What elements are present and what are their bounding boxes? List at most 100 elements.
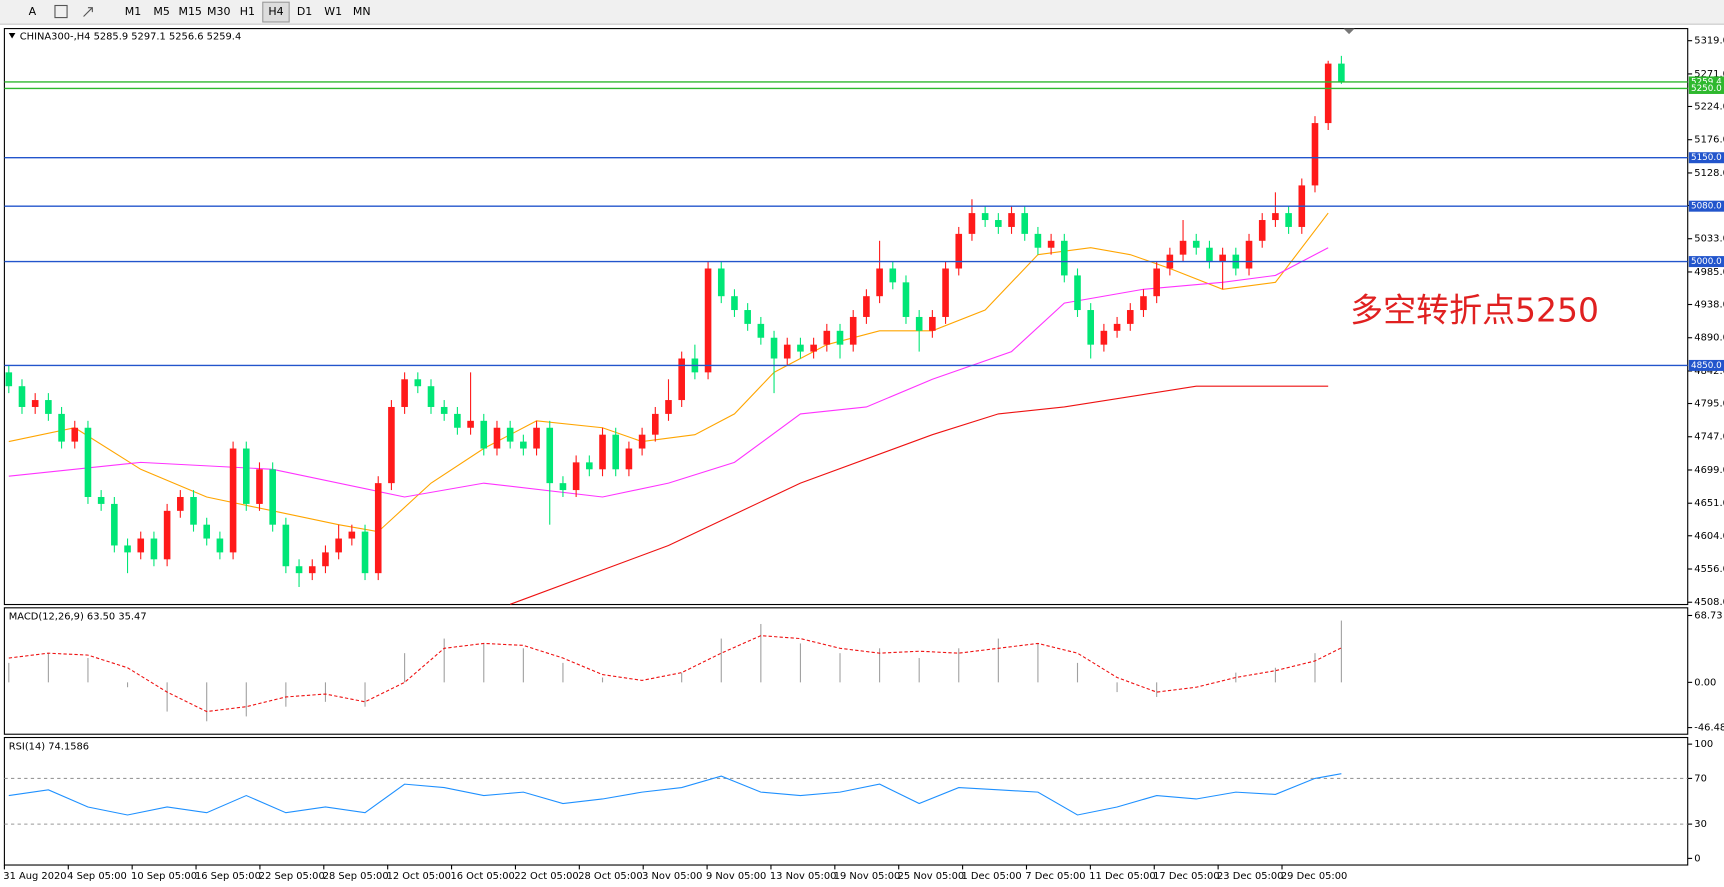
candle-body: [1206, 247, 1213, 262]
level-label: 5250.0: [1691, 84, 1722, 94]
candle-body: [876, 268, 883, 297]
level-tag: [1688, 82, 1724, 94]
candle-body: [84, 427, 92, 497]
x-tick-label: 22 Sep 05:00: [259, 871, 325, 882]
timeframe-button[interactable]: W1: [324, 5, 342, 18]
level-label: 5000.0: [1691, 257, 1722, 267]
candle-body: [374, 483, 382, 574]
candle-body: [836, 330, 844, 345]
y-tick-label: 4842.0: [1694, 366, 1724, 377]
y-tick-label: -46.48: [1694, 723, 1724, 734]
timeframe-button[interactable]: H4: [268, 5, 283, 18]
y-tick-label: 4699.0: [1694, 465, 1724, 476]
candle-body: [335, 538, 342, 553]
candle-body: [1179, 240, 1187, 255]
timeframe-button[interactable]: M5: [153, 5, 169, 18]
candle-body: [731, 296, 738, 311]
y-tick-label: 30: [1694, 819, 1707, 830]
y-tick-label: 5128.0: [1694, 168, 1724, 179]
candle-body: [929, 316, 936, 331]
x-tick-label: 12 Oct 05:00: [387, 871, 451, 882]
candle-body: [981, 213, 989, 221]
candle-body: [757, 323, 765, 338]
level-label: 5080.0: [1691, 202, 1722, 212]
candle-body: [1192, 240, 1200, 248]
timeframe-button[interactable]: MN: [353, 5, 371, 18]
y-tick-label: 5271.0: [1694, 69, 1724, 80]
timeframe-button[interactable]: M1: [125, 5, 141, 18]
x-tick-label: 25 Nov 05:00: [898, 871, 965, 882]
dropdown-icon[interactable]: [8, 32, 16, 39]
x-tick-label: 13 Nov 05:00: [770, 871, 837, 882]
candle-body: [295, 566, 303, 574]
candle-body: [572, 462, 580, 491]
candle-body: [1047, 240, 1055, 248]
candle-body: [559, 483, 567, 491]
candle-body: [968, 213, 976, 234]
timeframe-button[interactable]: H1: [240, 5, 255, 18]
candle-body: [1258, 220, 1266, 241]
candle-body: [1324, 63, 1332, 124]
text-tool[interactable]: A: [29, 5, 37, 18]
y-tick-label: 4747.0: [1694, 432, 1724, 443]
candle-body: [625, 448, 633, 470]
candle-body: [282, 524, 290, 567]
candle-body: [111, 503, 118, 546]
candle-body: [256, 469, 263, 504]
rsi-pane: [3, 736, 1689, 866]
y-tick-label: 5033.0: [1694, 234, 1724, 245]
candle-body: [995, 220, 1002, 227]
candle-body: [863, 296, 870, 317]
candle-body: [704, 268, 712, 373]
y-tick-label: 4604.0: [1694, 531, 1724, 542]
candle-body: [520, 441, 527, 449]
candle-body: [1311, 123, 1319, 186]
candle-body: [163, 510, 171, 560]
candle-body: [783, 344, 791, 359]
candle-body: [467, 420, 474, 428]
textbox-tool[interactable]: [54, 4, 68, 19]
candle-body: [31, 400, 39, 407]
y-tick-label: 5176.0: [1694, 135, 1724, 146]
candle-body: [1074, 275, 1081, 311]
main-pane: [3, 28, 1689, 606]
y-tick-label: 68.73: [1694, 610, 1722, 621]
timeframe-button[interactable]: M30: [207, 5, 230, 18]
x-tick-label: 11 Dec 05:00: [1089, 871, 1155, 882]
timeframe-button[interactable]: M15: [178, 5, 201, 18]
candle-body: [269, 469, 276, 525]
candle-body: [137, 538, 145, 553]
y-tick-label: 5224.0: [1694, 101, 1724, 112]
y-tick-label: 100: [1694, 739, 1713, 750]
level-label: 4850.0: [1691, 361, 1722, 371]
x-tick-label: 7 Dec 05:00: [1025, 871, 1085, 882]
candle-body: [414, 379, 422, 387]
candle-body: [651, 413, 659, 435]
y-tick-label: 4985.0: [1694, 267, 1724, 278]
candle-body: [229, 448, 237, 553]
candle-body: [902, 282, 910, 317]
level-tag: [1688, 256, 1724, 268]
macd-label: MACD(12,26,9) 63.50 35.47: [9, 612, 147, 623]
y-tick-label: 4795.0: [1694, 399, 1724, 410]
candle-body: [717, 268, 725, 297]
active-tab: [262, 1, 290, 23]
candle-body: [308, 566, 316, 574]
moving-average: [509, 385, 1329, 605]
timeframe-button[interactable]: D1: [297, 5, 312, 18]
x-tick-label: 23 Dec 05:00: [1217, 871, 1283, 882]
candle-body: [744, 310, 751, 324]
candle-body: [388, 406, 395, 484]
candle-body: [823, 330, 831, 345]
x-tick-label: 22 Oct 05:00: [514, 871, 578, 882]
arrow-tool[interactable]: [83, 7, 93, 17]
candle-body: [533, 427, 540, 449]
candle-body: [242, 448, 250, 504]
candle-body: [493, 427, 501, 449]
candle-body: [5, 372, 13, 387]
candle-body: [1087, 310, 1094, 345]
candle-body: [942, 268, 949, 317]
candle-body: [1272, 213, 1279, 221]
candle-body: [401, 379, 408, 407]
